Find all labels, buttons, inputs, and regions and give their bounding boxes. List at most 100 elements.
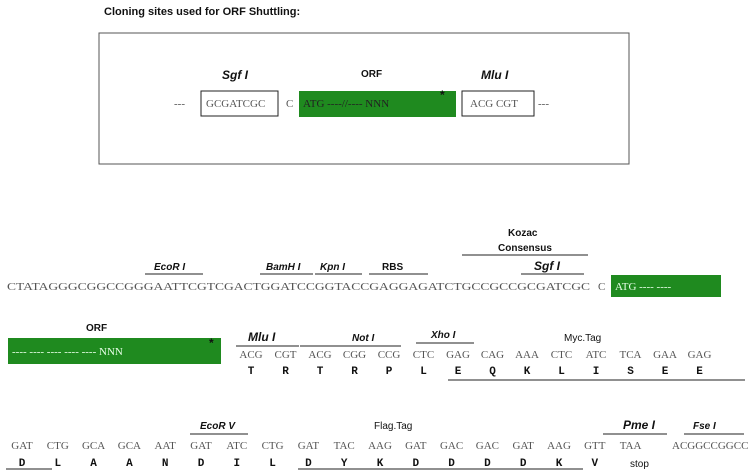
codon: CTC <box>551 349 572 361</box>
rbs-label: RBS <box>382 262 403 273</box>
row1-atg: ATG ---- ---- <box>615 281 672 293</box>
amino-acid: L <box>558 366 565 378</box>
orf-green-block-top <box>299 91 456 117</box>
amino-acid: D <box>412 458 419 470</box>
amino-acid: A <box>126 458 133 470</box>
codon: ATC <box>226 440 247 452</box>
amino-acid: L <box>420 366 427 378</box>
amino-acid: I <box>593 366 600 378</box>
kpni-label: Kpn I <box>320 262 345 273</box>
amino-acid: D <box>305 458 312 470</box>
orf-label-row2: ORF <box>86 323 107 334</box>
codon: GCA <box>118 440 141 452</box>
codon: GAT <box>405 440 427 452</box>
codon: ATC <box>586 349 607 361</box>
amino-acid: N <box>162 458 169 470</box>
stop-star-top: * <box>440 88 445 102</box>
codon: GAT <box>11 440 33 452</box>
orf-label-top: ORF <box>361 69 382 80</box>
codon: CGT <box>275 349 297 361</box>
amino-acid: I <box>233 458 240 470</box>
codon: CTC <box>413 349 434 361</box>
flag-tag-label: Flag.Tag <box>374 421 412 432</box>
amino-acid: D <box>484 458 491 470</box>
amino-acid: D <box>19 458 26 470</box>
amino-acid: K <box>524 366 531 378</box>
orf-seq-row2: ---- ---- ---- ---- ---- NNN <box>12 346 123 358</box>
mlu-label-top: Mlu I <box>481 68 509 82</box>
amino-acid: E <box>455 366 462 378</box>
shuttling-box <box>98 32 630 165</box>
codon: ACG <box>308 349 331 361</box>
amino-acid: V <box>591 458 598 470</box>
amino-acid: A <box>90 458 97 470</box>
bamhi-label: BamH I <box>266 262 301 273</box>
codon: AAT <box>155 440 177 452</box>
orf-start-green-block <box>611 275 721 297</box>
orf-seq-top: ATG ----//---- NNN <box>303 98 389 110</box>
codon: TAC <box>334 440 355 452</box>
amino-acid: K <box>377 458 384 470</box>
row1-sequence: CTATAGGGCGGCCGGGAATTCGTCGACTGGATCCGGTACC… <box>7 281 590 293</box>
codon: CAG <box>481 349 504 361</box>
stop-label: stop <box>630 459 649 470</box>
row1-c: C <box>598 281 605 293</box>
row2-codon-group: ACG CGT ACG CGG CCG CTC GAG CAG AAA CTC ATC TCA GAA G… <box>239 349 711 361</box>
codon: GAT <box>190 440 212 452</box>
stop-star-row2: * <box>209 336 214 350</box>
fsei-label: Fse I <box>693 421 716 432</box>
mlu-seq-top: ACG CGT <box>470 98 518 110</box>
codon: GAA <box>653 349 677 361</box>
codon: ACG <box>239 349 262 361</box>
sgf-label-top: Sgf I <box>222 68 249 82</box>
pmei-label: Pme I <box>623 418 656 432</box>
sgf-seq-top: GCGATCGC <box>206 98 265 110</box>
amino-acid: E <box>696 366 703 378</box>
codon: CGG <box>343 349 366 361</box>
amino-acid: T <box>317 366 324 378</box>
orf-green-block-row2 <box>8 338 221 364</box>
sgfi-label: Sgf I <box>534 259 561 273</box>
myc-tag-label: Myc.Tag <box>564 333 601 344</box>
codon: CTG <box>262 440 284 452</box>
amino-acid: D <box>520 458 527 470</box>
codon: GAC <box>440 440 463 452</box>
amino-acid: E <box>662 366 669 378</box>
amino-acid: T <box>248 366 255 378</box>
kozac-label: Kozac <box>508 228 538 239</box>
amino-acid: L <box>269 458 276 470</box>
amino-acid: P <box>386 366 393 378</box>
xhoi-label: Xho I <box>430 330 456 341</box>
row3-tail-seq: ACGGCCGGCC <box>672 440 748 452</box>
codon: GCA <box>82 440 105 452</box>
codon: CCG <box>378 349 401 361</box>
codon: AAA <box>515 349 539 361</box>
amino-acid: R <box>282 366 289 378</box>
mlui-label-row2: Mlu I <box>248 330 276 344</box>
codon: GAT <box>298 440 320 452</box>
amino-acid: D <box>448 458 455 470</box>
codon: GAG <box>688 349 712 361</box>
amino-acid: R <box>351 366 358 378</box>
codon: AAG <box>547 440 571 452</box>
c-spacer-top: C <box>286 98 293 110</box>
diagram-title: Cloning sites used for ORF Shuttling: <box>104 6 300 18</box>
mlu-site-box <box>461 90 535 117</box>
row3-codon-group: GAT CTG GCA GCA AAT GAT ATC CTG GAT TAC AAG GAT GAC G… <box>11 440 641 452</box>
dashes-left: --- <box>174 98 185 110</box>
amino-acid: L <box>54 458 61 470</box>
codon: AAG <box>368 440 392 452</box>
codon: GAG <box>446 349 470 361</box>
codon: TCA <box>620 349 642 361</box>
ecorv-label: EcoR V <box>200 421 236 432</box>
amino-acid: Y <box>341 458 348 470</box>
sgf-site-box <box>200 90 279 117</box>
codon: GAC <box>476 440 499 452</box>
codon: GAT <box>513 440 535 452</box>
codon: CTG <box>47 440 69 452</box>
codon: TAA <box>620 440 642 452</box>
dashes-right: --- <box>538 98 549 110</box>
